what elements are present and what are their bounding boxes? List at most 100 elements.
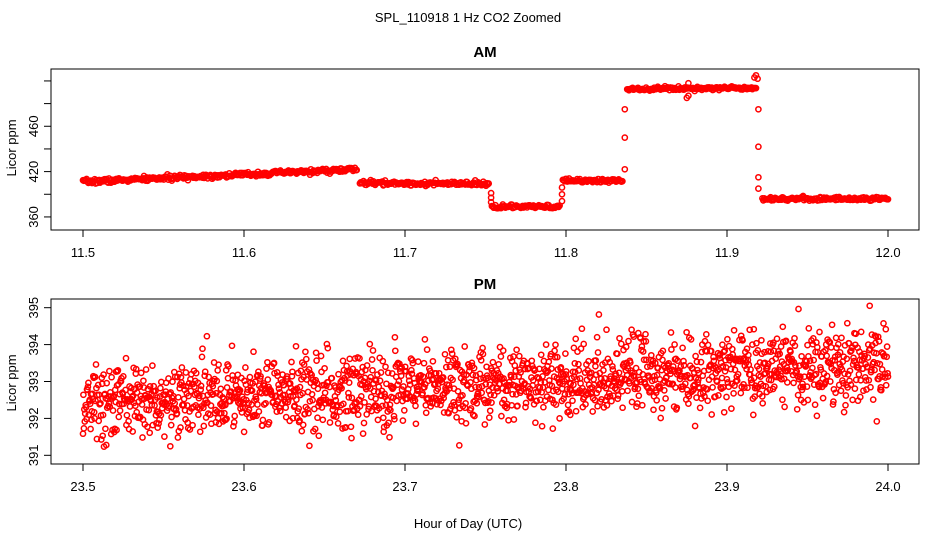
data-point [744,384,751,392]
data-point [640,356,648,364]
data-point [161,433,168,440]
data-point [490,391,498,399]
data-point [770,339,777,347]
data-point [595,311,603,318]
data-point [515,352,523,360]
data-point [549,425,557,432]
data-point [592,362,599,370]
data-point [713,378,721,385]
data-point [680,357,687,365]
data-point [304,406,311,413]
data-point [842,401,849,409]
data-point [528,357,536,365]
data-point [479,350,487,358]
data-point [681,380,689,387]
data-point [616,334,623,342]
data-point [200,404,207,412]
data-point [288,358,295,366]
data-point [741,384,748,391]
data-point [372,395,379,403]
data-point [442,363,450,371]
data-point [702,331,710,338]
data-point [242,364,249,371]
data-point [477,356,485,364]
data-point [805,325,813,332]
data-point [680,362,688,369]
data-point [432,369,440,377]
data-point [766,386,774,394]
data-point [282,404,290,411]
data-point [634,385,642,393]
data-point [658,404,666,412]
data-point [842,392,850,399]
data-point [884,373,892,380]
data-point [359,430,367,437]
data-point [90,408,98,416]
data-point [182,369,190,376]
data-point [793,405,801,413]
pm-x-tick-label: 23.8 [553,479,578,494]
data-point [621,134,629,141]
data-point [230,418,238,426]
data-point [662,395,669,402]
data-point [333,401,341,409]
data-point [155,420,162,427]
data-point [346,355,354,363]
data-point [694,376,702,383]
data-point [747,366,754,373]
am-panel-title: AM [473,44,496,61]
data-point [384,369,392,377]
data-point [240,428,248,436]
data-point [642,338,650,345]
data-point [500,375,507,382]
data-point [709,384,716,391]
data-point [617,340,625,348]
data-point [486,407,494,415]
data-point [811,401,819,409]
data-point [356,402,364,410]
data-point [557,364,565,371]
data-point [876,373,883,380]
data-point [297,367,305,375]
data-point [696,404,704,412]
data-point [99,432,107,440]
data-point [685,400,692,407]
data-point [445,381,453,389]
data-point [356,355,363,362]
data-point [475,383,483,391]
data-point [721,347,729,355]
data-point [100,371,107,378]
data-point [103,379,111,387]
data-point [119,373,127,380]
data-point [92,361,100,368]
data-point [245,406,253,414]
data-point [467,378,474,386]
data-point [393,397,401,405]
am-x-tick-label: 11.9 [715,245,739,260]
data-point [289,414,297,422]
data-point [746,326,754,334]
data-point [613,350,621,358]
data-point [503,404,511,412]
data-point [513,346,520,354]
data-point [487,198,495,206]
data-point [869,396,877,403]
data-point [755,173,762,181]
data-point [734,370,742,378]
data-point [572,407,580,415]
data-point [475,393,482,401]
data-point [319,416,327,424]
data-point [850,354,857,362]
data-point [471,412,478,420]
data-point [868,366,875,374]
data-point [449,376,456,384]
data-point [603,402,611,409]
data-point [80,425,88,432]
data-point [799,383,807,391]
data-point [453,413,460,421]
data-point [148,401,156,409]
data-point [296,417,303,424]
data-point [376,377,384,385]
data-point [665,359,673,367]
data-point [809,364,816,372]
